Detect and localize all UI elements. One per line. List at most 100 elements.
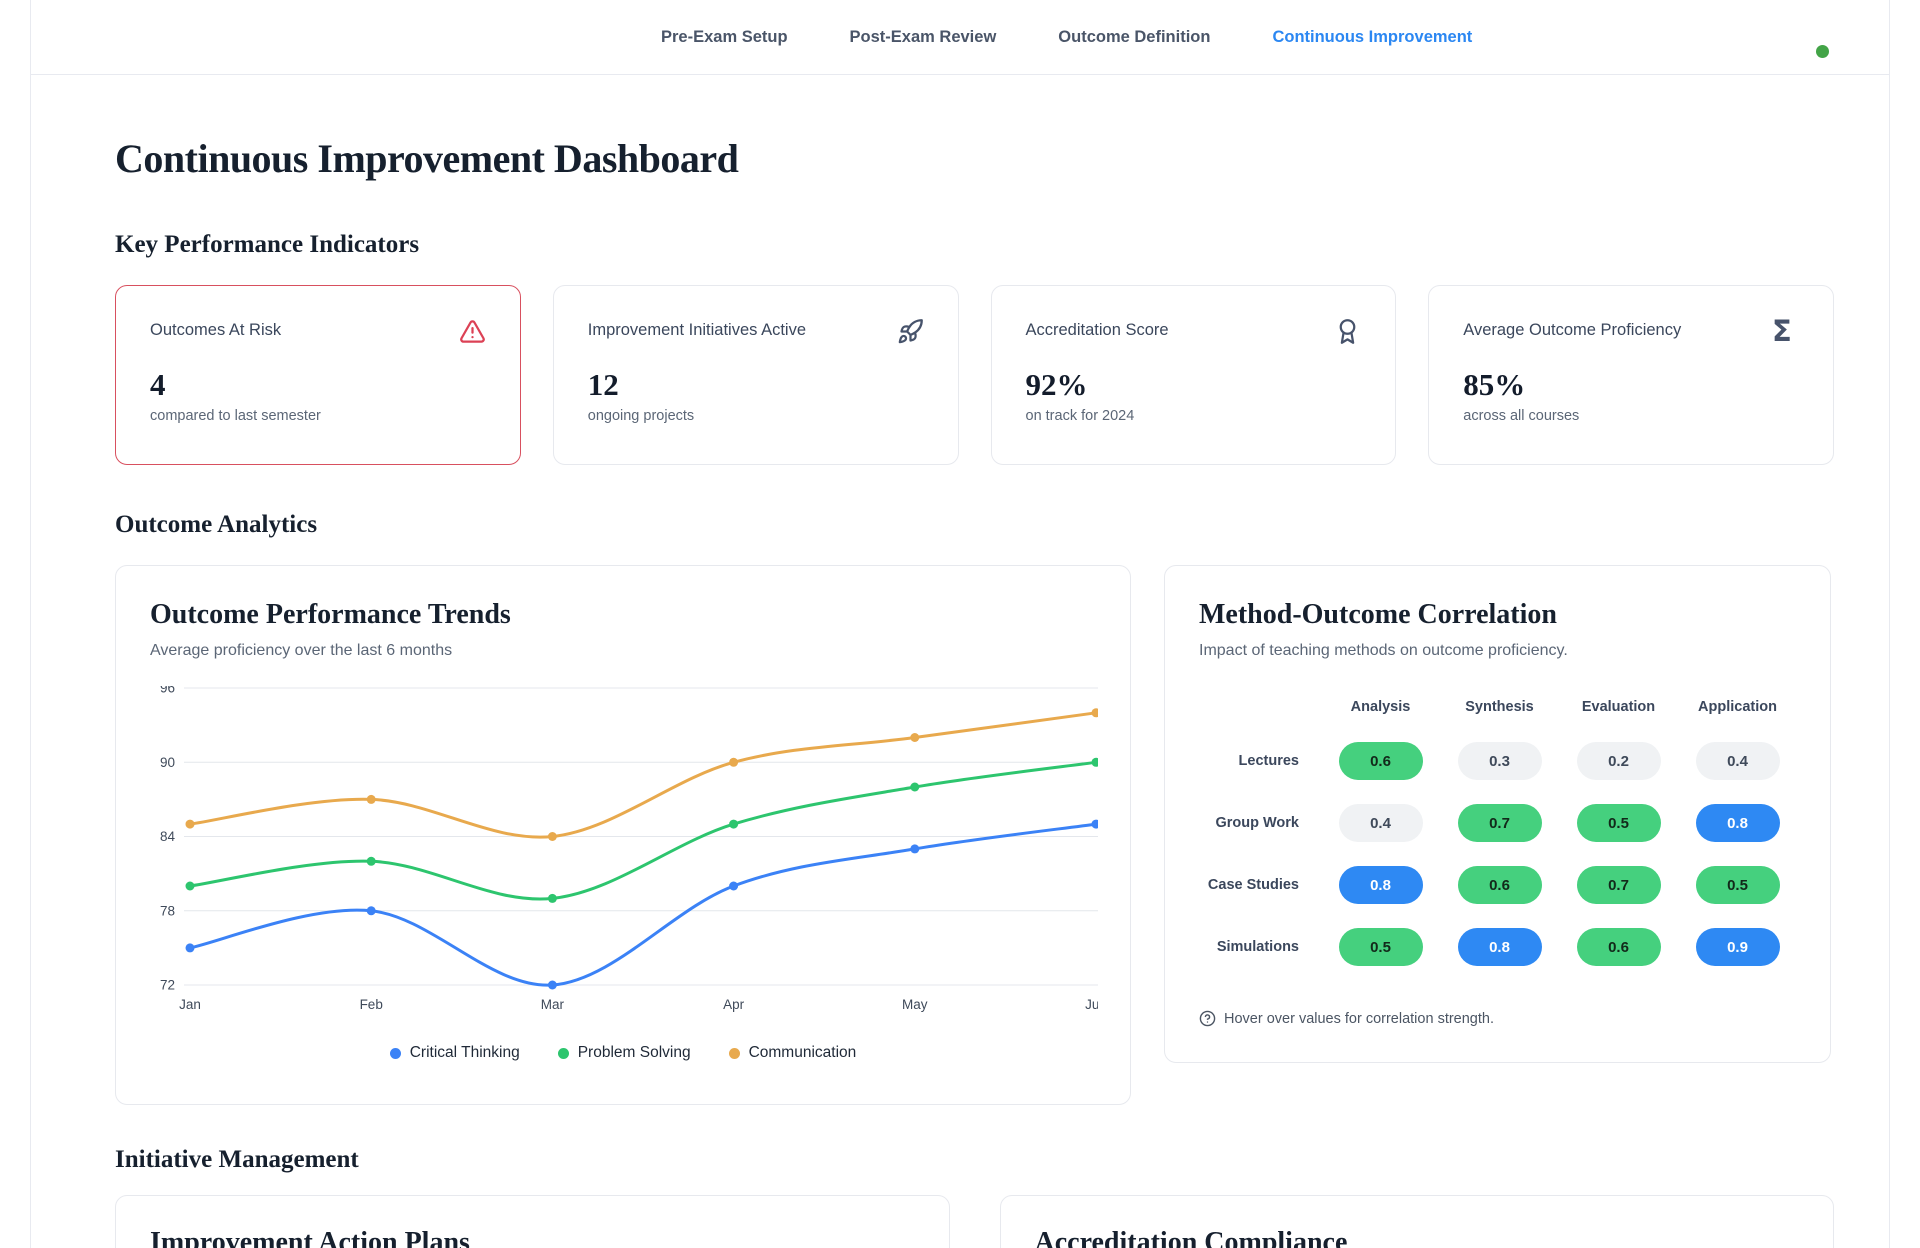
matrix-cell-wrap: 0.8 — [1678, 804, 1797, 842]
matrix-cell-wrap: 0.6 — [1321, 742, 1440, 780]
initiatives-section-heading: Initiative Management — [115, 1146, 359, 1173]
correlation-matrix: Analysis Synthesis Evaluation Application Le… — [1199, 698, 1796, 966]
svg-text:96: 96 — [160, 686, 175, 696]
correlation-value-lectures-application[interactable]: 0.4 — [1695, 742, 1780, 780]
kpi-head: Improvement Initiatives Active — [588, 318, 924, 345]
initiative-row: Improvement Action Plans Accreditation C… — [115, 1195, 1834, 1248]
tab-outcome-definition[interactable]: Outcome Definition — [1058, 28, 1211, 46]
legend-item-problem-solving[interactable]: Problem Solving — [557, 1044, 691, 1062]
compliance-title: Accreditation Compliance — [1034, 1227, 1348, 1248]
kpi-head: Outcomes At Risk — [150, 318, 486, 345]
matrix-row-simulations: Simulations — [1216, 939, 1299, 955]
help-circle-icon — [1199, 1010, 1216, 1027]
kpi-subtitle: on track for 2024 — [1025, 408, 1135, 424]
matrix-title: Method-Outcome Correlation — [1199, 599, 1557, 630]
correlation-value-simulations-application[interactable]: 0.9 — [1695, 928, 1780, 966]
svg-text:May: May — [902, 997, 928, 1012]
page-title: Continuous Improvement Dashboard — [115, 136, 739, 181]
matrix-row-lectures: Lectures — [1238, 753, 1299, 769]
matrix-column-synthesis: Synthesis — [1465, 698, 1534, 715]
kpi-value: 4 — [150, 367, 166, 402]
correlation-value-lectures-analysis[interactable]: 0.6 — [1338, 742, 1423, 780]
kpi-title: Accreditation Score — [1025, 321, 1169, 339]
matrix-cell-wrap: 0.6 — [1559, 928, 1678, 966]
legend-item-critical-thinking[interactable]: Critical Thinking — [389, 1044, 520, 1062]
kpi-row: Outcomes At Risk 4 compared to last seme… — [115, 285, 1834, 465]
kpi-title: Outcomes At Risk — [150, 321, 282, 339]
award-icon — [1334, 318, 1361, 345]
correlation-value-group-work-evaluation[interactable]: 0.5 — [1576, 804, 1661, 842]
kpi-subtitle: compared to last semester — [150, 408, 321, 424]
tab-post-exam-review[interactable]: Post-Exam Review — [849, 28, 997, 46]
matrix-cell-wrap: 0.4 — [1321, 804, 1440, 842]
accreditation-compliance-card: Accreditation Compliance — [999, 1195, 1834, 1248]
correlation-value-case-studies-evaluation[interactable]: 0.7 — [1576, 866, 1661, 904]
matrix-cell-wrap: 0.4 — [1678, 742, 1797, 780]
tab-continuous-improvement[interactable]: Continuous Improvement — [1272, 28, 1473, 46]
kpi-subtitle: across all courses — [1463, 408, 1580, 424]
correlation-value-case-studies-synthesis[interactable]: 0.6 — [1457, 866, 1542, 904]
svg-text:78: 78 — [160, 903, 175, 918]
matrix-subtitle: Impact of teaching methods on outcome pr… — [1199, 642, 1568, 659]
correlation-value-simulations-synthesis[interactable]: 0.8 — [1457, 928, 1542, 966]
matrix-row-group-work: Group Work — [1215, 815, 1299, 831]
matrix-footnote-text: Hover over values for correlation streng… — [1224, 1010, 1494, 1027]
matrix-cell-wrap: 0.9 — [1678, 928, 1797, 966]
svg-text:Apr: Apr — [723, 997, 745, 1012]
analytics-row: Outcome Performance Trends Average profi… — [115, 565, 1834, 1105]
performance-trends-card: Outcome Performance Trends Average profi… — [115, 565, 1131, 1105]
matrix-corner — [1199, 698, 1321, 718]
kpi-card-outcomes-at-risk: Outcomes At Risk 4 compared to last seme… — [115, 285, 521, 465]
alert-triangle-icon — [459, 318, 486, 345]
kpi-value: 92% — [1025, 367, 1088, 402]
line-chart[interactable]: 72 78 84 90 96 Jan Feb Mar Apr May Jun — [150, 686, 1098, 1018]
matrix-footnote: Hover over values for correlation streng… — [1199, 1010, 1796, 1027]
kpi-title: Average Outcome Proficiency — [1463, 321, 1682, 339]
correlation-value-simulations-analysis[interactable]: 0.5 — [1338, 928, 1423, 966]
legend-dot — [557, 1047, 569, 1059]
svg-text:90: 90 — [160, 755, 175, 770]
correlation-value-lectures-synthesis[interactable]: 0.3 — [1457, 742, 1542, 780]
chart-legend: Critical Thinking Problem Solving Communic… — [150, 1044, 1096, 1062]
matrix-cell-wrap: 0.5 — [1321, 928, 1440, 966]
matrix-column-application: Application — [1698, 698, 1777, 715]
topbar: Pre-Exam Setup Post-Exam Review Outcome De… — [31, 0, 1889, 75]
sigma-icon: Σ — [1772, 314, 1792, 348]
svg-text:72: 72 — [160, 978, 175, 993]
kpi-card-accreditation-score: Accreditation Score 92% on track for 202… — [990, 285, 1397, 465]
correlation-value-group-work-application[interactable]: 0.8 — [1695, 804, 1780, 842]
page-container: Pre-Exam Setup Post-Exam Review Outcome De… — [30, 0, 1890, 1248]
matrix-cell-wrap: 0.7 — [1559, 866, 1678, 904]
kpi-subtitle: ongoing projects — [587, 408, 695, 424]
correlation-value-case-studies-application[interactable]: 0.5 — [1695, 866, 1780, 904]
matrix-cell-wrap: 0.7 — [1440, 804, 1559, 842]
correlation-value-simulations-evaluation[interactable]: 0.6 — [1576, 928, 1661, 966]
legend-item-communication[interactable]: Communication — [728, 1044, 856, 1062]
method-outcome-correlation-card: Method-Outcome Correlation Impact of tea… — [1164, 565, 1831, 1063]
legend-dot — [728, 1047, 740, 1059]
correlation-value-group-work-analysis[interactable]: 0.4 — [1338, 804, 1423, 842]
svg-text:Jan: Jan — [179, 997, 201, 1012]
matrix-cell-wrap: 0.8 — [1440, 928, 1559, 966]
kpi-value: 85% — [1463, 367, 1526, 402]
correlation-value-case-studies-analysis[interactable]: 0.8 — [1338, 866, 1423, 904]
svg-text:Jun: Jun — [1085, 997, 1098, 1012]
main-nav: Pre-Exam Setup Post-Exam Review Outcome De… — [661, 0, 1472, 75]
correlation-value-group-work-synthesis[interactable]: 0.7 — [1457, 804, 1542, 842]
matrix-column-evaluation: Evaluation — [1581, 698, 1656, 715]
kpi-head: Accreditation Score — [1026, 318, 1362, 345]
matrix-cell-wrap: 0.2 — [1559, 742, 1678, 780]
svg-text:Feb: Feb — [360, 997, 383, 1012]
kpi-section-heading: Key Performance Indicators — [115, 231, 420, 258]
kpi-title: Improvement Initiatives Active — [587, 321, 807, 339]
tab-pre-exam-setup[interactable]: Pre-Exam Setup — [661, 28, 788, 46]
legend-dot — [389, 1047, 401, 1059]
kpi-card-improvement-initiatives-active: Improvement Initiatives Active 12 ongoin… — [552, 285, 959, 465]
dashboard-main: Continuous Improvement Dashboard Key Per… — [31, 135, 1889, 1248]
kpi-value: 12 — [587, 367, 619, 402]
svg-text:84: 84 — [160, 829, 176, 844]
chart-title: Outcome Performance Trends — [150, 599, 511, 630]
status-dot — [1816, 45, 1829, 58]
svg-text:Mar: Mar — [541, 997, 565, 1012]
correlation-value-lectures-evaluation[interactable]: 0.2 — [1576, 742, 1661, 780]
